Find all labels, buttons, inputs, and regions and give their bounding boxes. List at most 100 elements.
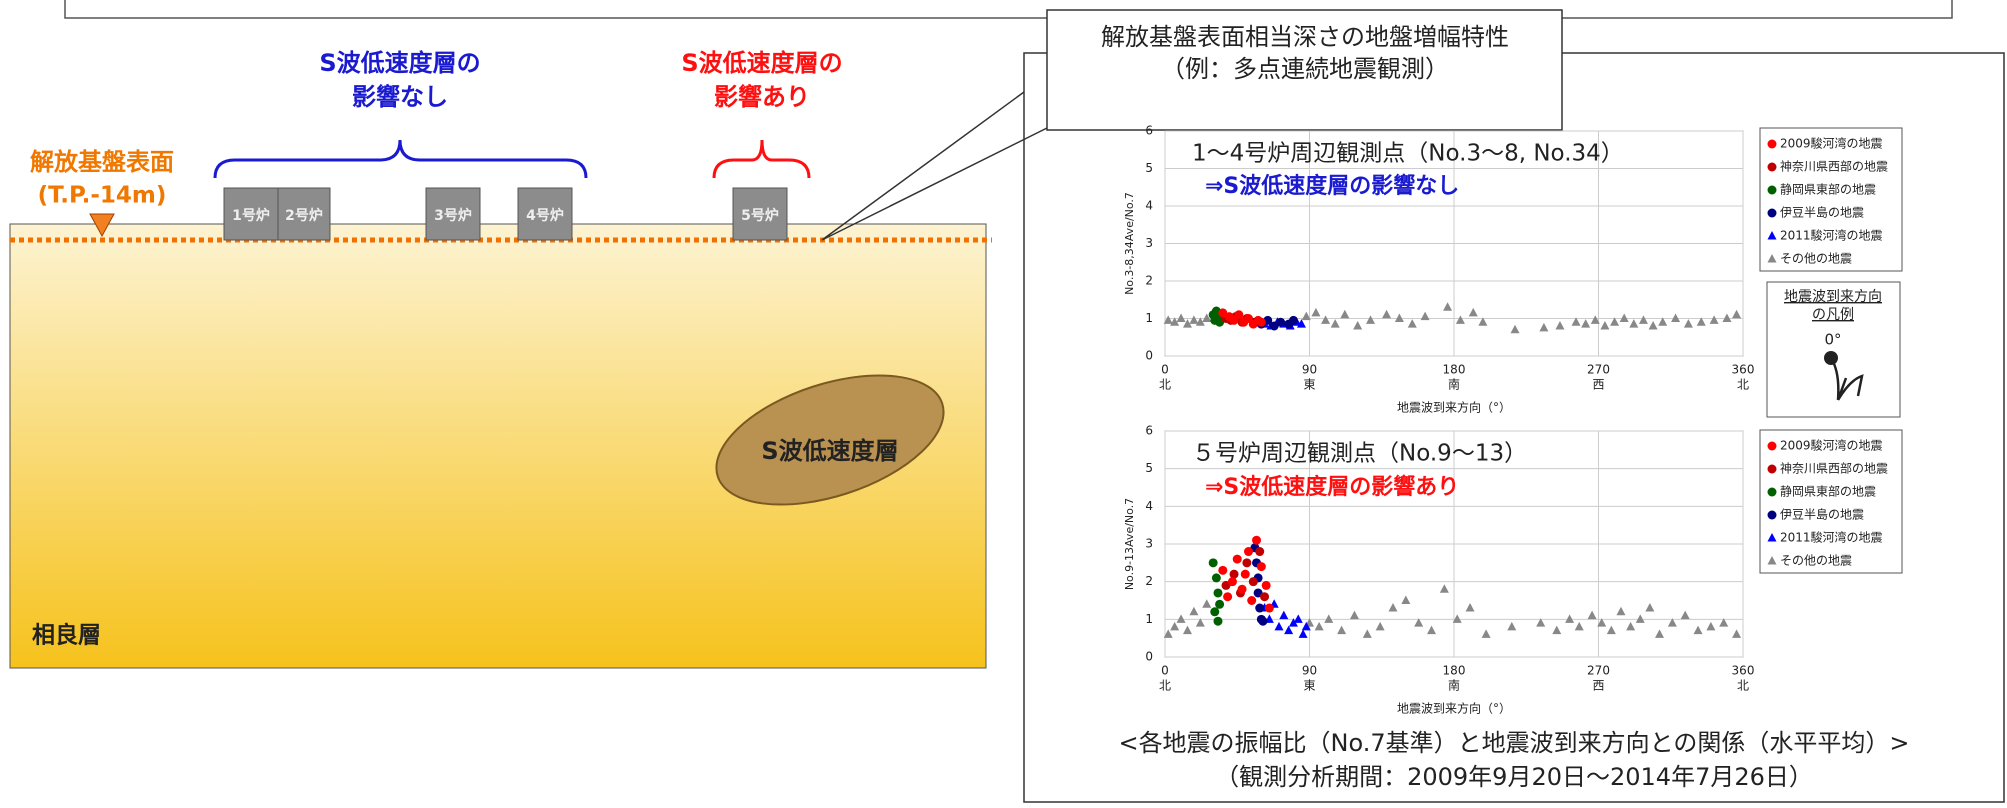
point: [1296, 319, 1306, 328]
legend-label: その他の地震: [1780, 252, 1852, 266]
y-tick-label: 0: [1145, 650, 1153, 664]
point: [1597, 618, 1607, 627]
point: [1452, 614, 1462, 623]
legend-marker: [1767, 441, 1777, 451]
point: [1667, 618, 1677, 627]
point: [1626, 621, 1636, 631]
no-effect-label: S波低速度層の: [319, 49, 480, 77]
x-tick-label: 180: [1443, 664, 1466, 678]
point: [1223, 592, 1233, 602]
y-tick-label: 4: [1145, 499, 1153, 513]
point: [1696, 317, 1706, 326]
x-axis-label: 地震波到来方向（°）: [1397, 701, 1511, 716]
point: [1693, 625, 1703, 635]
y-tick-label: 1: [1145, 311, 1153, 325]
caption: <各地震の振幅比（No.7基準）と地震波到来方向との関係（水平平均）>: [1118, 729, 1909, 757]
point: [1401, 595, 1411, 604]
point: [1189, 315, 1199, 324]
point: [1638, 315, 1648, 324]
low-velocity-blob: [715, 374, 945, 506]
x-axis-label: 地震波到来方向（°）: [1397, 400, 1511, 415]
legend-marker: [1767, 139, 1777, 149]
y-tick-label: 5: [1145, 161, 1153, 175]
reactor: [425, 187, 481, 241]
point: [1340, 309, 1350, 319]
legend-label: その他の地震: [1780, 554, 1852, 568]
point: [1279, 610, 1289, 620]
reactor-label: 3号炉: [434, 207, 472, 224]
reactor: [517, 187, 573, 241]
chart-subtitle: ⇒S波低速度層の影響なし: [1205, 173, 1459, 199]
point: [1349, 610, 1359, 620]
x-tick-label: 270: [1587, 664, 1610, 678]
point: [1606, 625, 1616, 635]
point: [1255, 547, 1265, 557]
effect-label: S波低速度層の: [681, 49, 842, 77]
legend-label: 2011駿河湾の地震: [1780, 228, 1883, 243]
x-tick-label: 90: [1302, 664, 1317, 678]
point: [1574, 621, 1584, 631]
legend-marker: [1767, 185, 1777, 195]
point: [1243, 547, 1253, 557]
legend-box: [1759, 429, 1903, 574]
point: [1195, 618, 1205, 627]
point: [1539, 322, 1549, 332]
legend-marker: [1767, 254, 1777, 263]
point: [1443, 302, 1453, 311]
x-tick-label: 180: [1443, 363, 1466, 377]
point: [1645, 603, 1655, 612]
point: [1478, 317, 1488, 326]
point: [1288, 315, 1298, 325]
point: [1510, 324, 1520, 334]
point: [1565, 614, 1575, 623]
point: [1616, 606, 1626, 616]
point: [1256, 562, 1266, 572]
point: [1258, 616, 1268, 626]
x-tick-label: 0: [1161, 363, 1169, 377]
point: [1208, 558, 1218, 568]
point: [1255, 603, 1265, 613]
point: [1234, 310, 1244, 320]
point: [1274, 621, 1284, 631]
point: [1232, 554, 1242, 564]
legend-marker: [1767, 208, 1777, 218]
point: [1709, 315, 1719, 324]
point: [1732, 629, 1742, 638]
point: [1321, 315, 1331, 324]
point: [1555, 321, 1565, 330]
point: [1366, 315, 1376, 324]
x-direction-label: 北: [1737, 679, 1749, 693]
y-tick-label: 3: [1145, 236, 1153, 250]
reactor: [732, 187, 788, 241]
point: [1324, 614, 1334, 623]
point: [1382, 309, 1392, 319]
point: [1311, 307, 1321, 317]
legend-marker: [1767, 533, 1777, 542]
point: [1284, 625, 1294, 635]
point: [1427, 625, 1437, 635]
point: [1247, 596, 1257, 605]
y-tick-label: 3: [1145, 537, 1153, 551]
point: [1658, 317, 1668, 326]
y-tick-label: 0: [1145, 349, 1153, 363]
point: [1242, 558, 1252, 568]
point: [1468, 307, 1478, 317]
point: [1353, 321, 1363, 330]
point: [1248, 577, 1258, 587]
legend-label: 伊豆半島の地震: [1780, 507, 1864, 522]
point: [1648, 321, 1658, 330]
legend-label: 静岡県東部の地震: [1780, 182, 1876, 197]
point: [1680, 610, 1690, 620]
chart-title: ５号炉周辺観測点（No.9～13）: [1192, 441, 1527, 467]
y-tick-label: 2: [1145, 574, 1153, 588]
legend-label: 静岡県東部の地震: [1780, 484, 1876, 499]
legend-label: 2011駿河湾の地震: [1780, 530, 1883, 545]
direction-legend-box: [1766, 281, 1901, 418]
legend-marker: [1767, 510, 1777, 520]
x-tick-label: 90: [1302, 363, 1317, 377]
point: [1215, 599, 1225, 609]
point: [1362, 629, 1372, 638]
point: [1552, 625, 1562, 635]
